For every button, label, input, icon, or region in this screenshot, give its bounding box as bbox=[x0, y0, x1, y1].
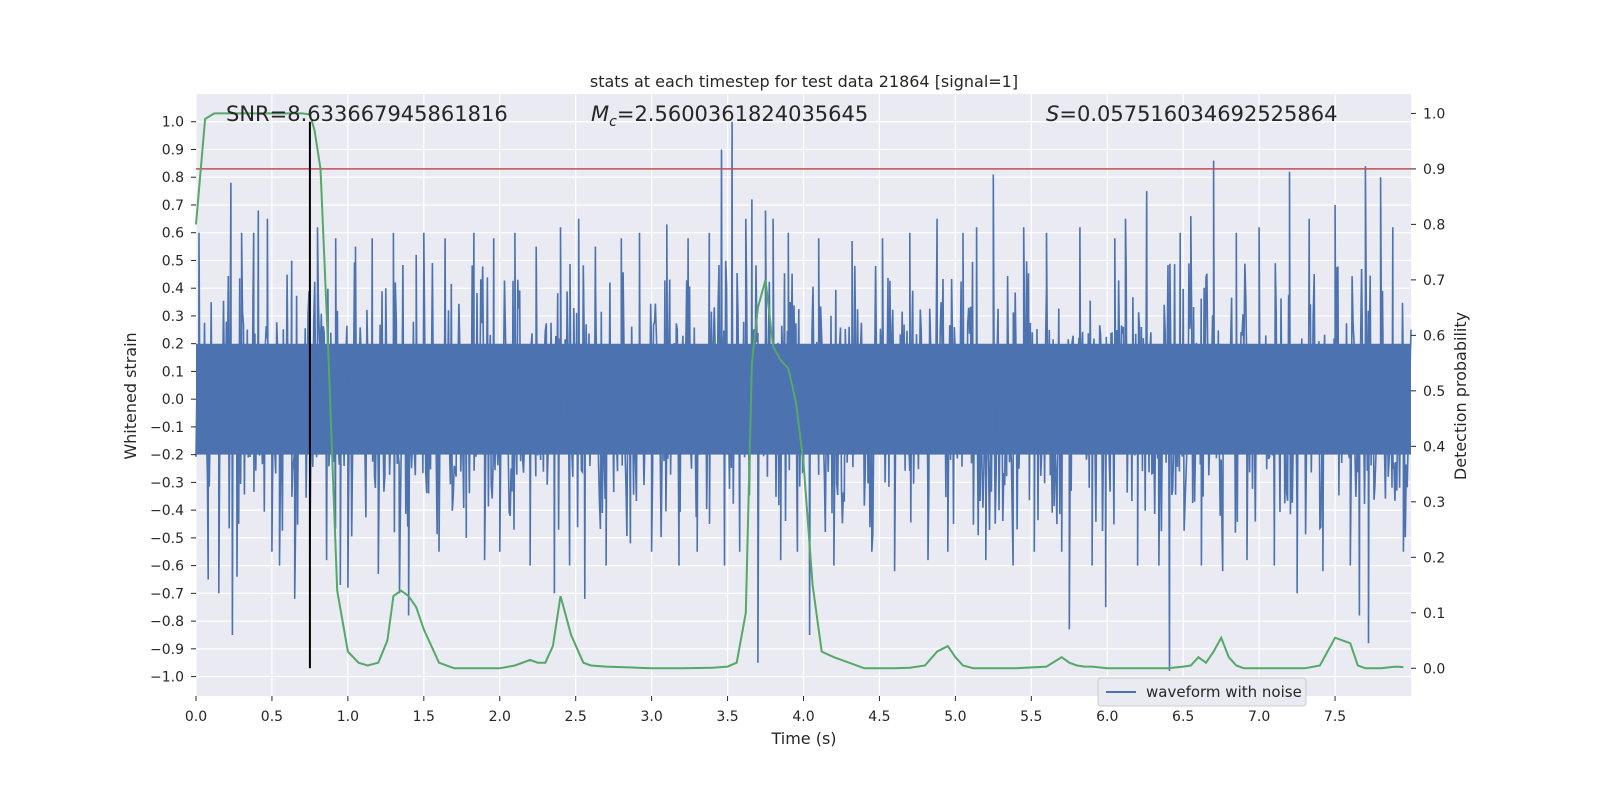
probability-line bbox=[195, 112, 1404, 670]
s-symbol: S bbox=[1046, 102, 1059, 126]
y-tick-label-7: −0.3 bbox=[150, 475, 184, 491]
x-tick-label-9: 4.5 bbox=[868, 709, 890, 725]
y-tick-label-2: −0.8 bbox=[150, 614, 184, 630]
x-tick-label-10: 5.0 bbox=[944, 709, 966, 725]
x-tick-label-1: 0.5 bbox=[261, 709, 283, 725]
y-tick-label-8: −0.2 bbox=[150, 448, 184, 464]
y-tick-label-3: −0.7 bbox=[150, 586, 184, 602]
mc-annotation: Mc=2.5600361824035645 bbox=[591, 102, 868, 130]
legend: waveform with noise bbox=[1097, 677, 1307, 707]
y2-tick-label-3: 0.3 bbox=[1423, 495, 1445, 511]
snr-annotation: SNR=8.633667945861816 bbox=[226, 102, 508, 126]
y2-tick-label-0: 0.0 bbox=[1423, 661, 1445, 677]
y-tick-label-6: −0.4 bbox=[150, 503, 184, 519]
y2-tick-label-10: 1.0 bbox=[1423, 106, 1445, 122]
y2-tick-label-7: 0.7 bbox=[1423, 273, 1445, 289]
overlay-lines bbox=[196, 121, 1411, 669]
x-axis-ticks: 0.0 0.5 1.0 1.5 2.0 2.5 3.0 3.5 4.0 4.5 5.0 5.5 6.0 6… bbox=[185, 696, 1346, 725]
x-tick-label-2: 1.0 bbox=[337, 709, 359, 725]
x-tick-label-8: 4.0 bbox=[792, 709, 814, 725]
s-annotation: S=0.057516034692525864 bbox=[1046, 102, 1337, 126]
y2-tick-label-1: 0.1 bbox=[1423, 606, 1445, 622]
y-tick-label-5: −0.5 bbox=[150, 531, 184, 547]
legend-entry-waveform: waveform with noise bbox=[1146, 683, 1302, 701]
probability-series bbox=[195, 112, 1404, 670]
y2-tick-label-5: 0.5 bbox=[1423, 384, 1445, 400]
x-tick-label-3: 1.5 bbox=[413, 709, 435, 725]
x-tick-label-7: 3.5 bbox=[716, 709, 738, 725]
s-equals: = bbox=[1059, 102, 1077, 126]
waveform-series bbox=[195, 121, 1412, 672]
mc-subscript: c bbox=[609, 114, 617, 130]
y2-tick-label-6: 0.6 bbox=[1423, 328, 1445, 344]
y-tick-label-19: 0.9 bbox=[162, 142, 184, 158]
chart-title: stats at each timestep for test data 218… bbox=[590, 72, 1018, 91]
x-tick-label-5: 2.5 bbox=[565, 709, 587, 725]
snr-label: SNR bbox=[226, 102, 270, 126]
y-tick-label-18: 0.8 bbox=[162, 170, 184, 186]
x-tick-label-15: 7.5 bbox=[1324, 709, 1346, 725]
x-tick-label-12: 6.0 bbox=[1096, 709, 1118, 725]
y2-axis-ticks: 0.0 0.1 0.2 0.3 0.4 0.5 0.6 0.7 0.8 0.9 1.0 bbox=[1411, 106, 1445, 677]
y-tick-label-14: 0.4 bbox=[162, 281, 184, 297]
y-tick-label-10: 0.0 bbox=[162, 392, 184, 408]
y2-tick-label-2: 0.2 bbox=[1423, 550, 1445, 566]
y-axis-ticks: −1.0 −0.9 −0.8 −0.7 −0.6 −0.5 −0.4 −0.3 −0.2 −0.1… bbox=[150, 115, 196, 686]
y-tick-label-11: 0.1 bbox=[162, 364, 184, 380]
y-tick-label-20: 1.0 bbox=[162, 115, 184, 131]
y-tick-label-0: −1.0 bbox=[150, 670, 184, 686]
y-tick-label-1: −0.9 bbox=[150, 642, 184, 658]
snr-equals: = bbox=[270, 102, 288, 126]
x-tick-label-6: 3.0 bbox=[640, 709, 662, 725]
y-tick-label-9: −0.1 bbox=[150, 420, 184, 436]
x-tick-label-4: 2.0 bbox=[489, 709, 511, 725]
mc-value: 2.5600361824035645 bbox=[634, 102, 868, 126]
y2-tick-label-8: 0.8 bbox=[1423, 217, 1445, 233]
y-tick-label-15: 0.5 bbox=[162, 253, 184, 269]
y-tick-label-13: 0.3 bbox=[162, 309, 184, 325]
y2-tick-label-4: 0.4 bbox=[1423, 439, 1445, 455]
waveform-line bbox=[195, 121, 1412, 672]
y-tick-label-4: −0.6 bbox=[150, 559, 184, 575]
mc-symbol: M bbox=[591, 102, 609, 126]
snr-value: 8.633667945861816 bbox=[287, 102, 507, 126]
x-tick-label-13: 6.5 bbox=[1172, 709, 1194, 725]
y-tick-label-12: 0.2 bbox=[162, 337, 184, 353]
y-tick-label-17: 0.7 bbox=[162, 198, 184, 214]
mc-equals: = bbox=[617, 102, 635, 126]
y2-axis-title: Detection probability bbox=[1451, 312, 1470, 480]
s-value: 0.057516034692525864 bbox=[1077, 102, 1338, 126]
y-tick-label-16: 0.6 bbox=[162, 226, 184, 242]
x-tick-label-0: 0.0 bbox=[185, 709, 207, 725]
y-axis-title: Whitened strain bbox=[121, 332, 140, 459]
legend-box bbox=[1097, 677, 1307, 707]
y2-tick-label-9: 0.9 bbox=[1423, 162, 1445, 178]
x-axis-title: Time (s) bbox=[770, 729, 836, 748]
x-tick-label-14: 7.0 bbox=[1248, 709, 1270, 725]
x-tick-label-11: 5.5 bbox=[1020, 709, 1042, 725]
